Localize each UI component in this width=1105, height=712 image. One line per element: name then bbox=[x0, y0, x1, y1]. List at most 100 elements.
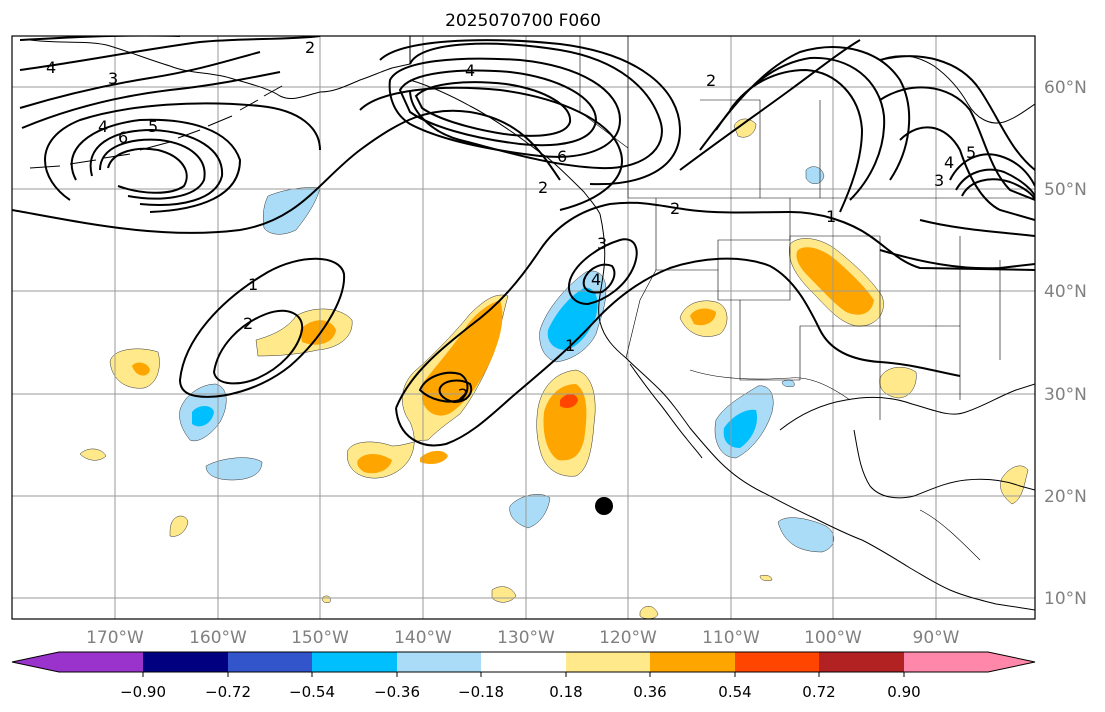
positive-anomaly-region bbox=[733, 118, 757, 138]
positive-anomaly-region bbox=[169, 515, 189, 537]
lon-label: 150°W bbox=[291, 628, 349, 648]
colorbar-segment bbox=[397, 652, 482, 672]
strong-positive-core bbox=[560, 394, 578, 408]
lat-label: 50°N bbox=[1044, 180, 1087, 200]
map-background bbox=[12, 36, 1035, 619]
map-panel: 4 3 2 4 5 6 4 6 2 2 3 4 1 2 1 2 1 2 3 4 bbox=[11, 35, 1087, 648]
alaska-coastline bbox=[29, 36, 411, 99]
lat-label: 20°N bbox=[1044, 487, 1087, 507]
colorbar-ticks bbox=[142, 672, 905, 677]
lon-label: 100°W bbox=[804, 628, 862, 648]
lat-label: 60°N bbox=[1044, 78, 1087, 98]
colorbar-segment bbox=[735, 652, 820, 672]
latitude-labels: 60°N 50°N 40°N 30°N 20°N 10°N bbox=[1044, 78, 1087, 609]
political-borders bbox=[579, 36, 1035, 561]
contour-label: 1 bbox=[565, 336, 575, 355]
positive-core bbox=[357, 454, 392, 474]
contour-label: 2 bbox=[458, 385, 468, 404]
gulf-of-mexico-coast bbox=[779, 383, 1035, 431]
colorbar: −0.90 −0.72 −0.54 −0.36 −0.18 0.18 0.36 … bbox=[11, 651, 1036, 701]
colorbar-segment bbox=[904, 652, 989, 672]
colorbar-segment bbox=[228, 652, 313, 672]
contour-label: 1 bbox=[826, 207, 836, 226]
colorbar-tick-label: −0.36 bbox=[374, 683, 420, 701]
contour-label: 4 bbox=[98, 117, 108, 136]
lon-label: 120°W bbox=[599, 628, 657, 648]
colorbar-tick-label: 0.72 bbox=[802, 683, 835, 701]
colorbar-outline bbox=[11, 651, 1036, 673]
contour-label: 4 bbox=[944, 153, 954, 172]
negative-anomaly-region bbox=[205, 457, 263, 481]
colorbar-tick-label: 0.18 bbox=[549, 683, 582, 701]
contour-label: 2 bbox=[305, 38, 315, 57]
contour-label: 6 bbox=[557, 147, 567, 166]
positive-anomaly-region bbox=[79, 448, 107, 461]
gulf-coast-south bbox=[853, 429, 1035, 499]
negative-anomaly-region bbox=[805, 166, 825, 184]
colorbar-segment bbox=[566, 652, 651, 672]
positive-core bbox=[796, 247, 874, 315]
lon-label: 90°W bbox=[913, 628, 960, 648]
map-frame bbox=[11, 35, 1036, 620]
colorbar-segment bbox=[59, 652, 144, 672]
contour-label: 2 bbox=[538, 178, 548, 197]
negative-core bbox=[192, 406, 214, 427]
positive-anomaly-region bbox=[639, 606, 659, 619]
colorbar-segment bbox=[650, 652, 736, 672]
positive-core bbox=[132, 362, 150, 376]
negative-anomaly-region bbox=[777, 517, 834, 553]
colorbar-tick-label: 0.54 bbox=[718, 683, 751, 701]
positive-anomaly-region bbox=[759, 574, 773, 582]
positive-anomaly-region bbox=[879, 366, 917, 399]
lat-label: 10°N bbox=[1044, 589, 1087, 609]
contour-label: 3 bbox=[934, 171, 944, 190]
positive-core bbox=[300, 320, 336, 345]
lon-label: 130°W bbox=[497, 628, 555, 648]
lat-label: 40°N bbox=[1044, 282, 1087, 302]
positive-core bbox=[690, 308, 716, 326]
negative-core bbox=[723, 409, 758, 448]
north-america-coastline bbox=[598, 213, 1035, 611]
contour-label: 4 bbox=[465, 61, 475, 80]
contour-label: 3 bbox=[108, 69, 118, 88]
contour-labels: 4 3 2 4 5 6 4 6 2 2 3 4 1 2 1 2 1 2 3 4 bbox=[46, 38, 976, 404]
lon-label: 170°W bbox=[86, 628, 144, 648]
contour-label: 2 bbox=[670, 199, 680, 218]
positive-anomaly-region bbox=[1000, 465, 1029, 505]
positive-core bbox=[422, 300, 503, 416]
baja-california bbox=[629, 363, 703, 459]
lat-label: 30°N bbox=[1044, 385, 1087, 405]
hudson-bay-coast bbox=[879, 55, 1035, 124]
lon-label: 110°W bbox=[702, 628, 760, 648]
contour-label: 5 bbox=[148, 117, 158, 136]
colorbar-extend-high bbox=[988, 652, 1035, 672]
contour-label: 4 bbox=[591, 270, 601, 289]
colorbar-segment bbox=[143, 652, 229, 672]
positive-core bbox=[420, 450, 448, 464]
southeast-alaska-coast bbox=[409, 79, 601, 215]
contour-label: 1 bbox=[248, 275, 258, 294]
contour-label: 5 bbox=[966, 143, 976, 162]
colorbar-tick-label: −0.54 bbox=[289, 683, 335, 701]
contour-label: 3 bbox=[597, 234, 607, 253]
colorbar-segment bbox=[819, 652, 905, 672]
negative-anomaly-region bbox=[509, 494, 551, 529]
storm-center-dot bbox=[595, 497, 613, 515]
lon-label: 140°W bbox=[394, 628, 452, 648]
contour-lines bbox=[12, 36, 1035, 447]
contour-label: 4 bbox=[46, 58, 56, 77]
colorbar-tick-label: 0.36 bbox=[633, 683, 666, 701]
contour-label: 2 bbox=[706, 71, 716, 90]
colorbar-tick-label: −0.18 bbox=[458, 683, 504, 701]
contour-label: 2 bbox=[243, 314, 253, 333]
contour-label: 6 bbox=[118, 128, 128, 147]
colorbar-segment bbox=[312, 652, 398, 672]
colorbar-extend-low bbox=[12, 652, 59, 672]
colorbar-tick-label: 0.90 bbox=[887, 683, 920, 701]
colorbar-segment bbox=[481, 652, 567, 672]
colorbar-tick-label: −0.90 bbox=[120, 683, 166, 701]
longitude-labels: 170°W 160°W 150°W 140°W 130°W 120°W 110°… bbox=[86, 628, 960, 648]
lon-label: 160°W bbox=[189, 628, 247, 648]
colorbar-tick-label: −0.72 bbox=[205, 683, 251, 701]
